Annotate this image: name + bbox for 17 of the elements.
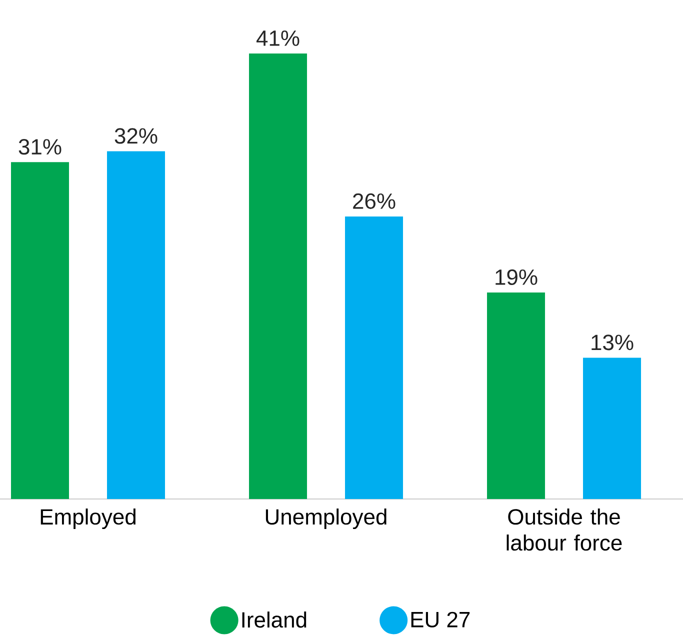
x-tick-label: Outside the labour force: [506, 508, 622, 551]
data-label: 32%: [114, 128, 158, 144]
bar: [487, 292, 546, 499]
bar: [249, 53, 308, 499]
bar: [345, 216, 404, 499]
data-label: 13%: [592, 334, 634, 350]
bar: [107, 151, 165, 499]
data-label: 19%: [496, 269, 538, 286]
data-label: 26%: [353, 193, 396, 209]
legend-label: Ireland: [242, 612, 306, 628]
bar: [11, 162, 69, 499]
data-label: 31%: [18, 139, 62, 155]
x-tick-label: Unemployed: [266, 508, 386, 530]
bar: [583, 358, 642, 499]
x-tick-label: Employed: [40, 508, 136, 530]
legend-label: EU 27: [411, 612, 470, 628]
data-label: 41%: [256, 30, 300, 46]
